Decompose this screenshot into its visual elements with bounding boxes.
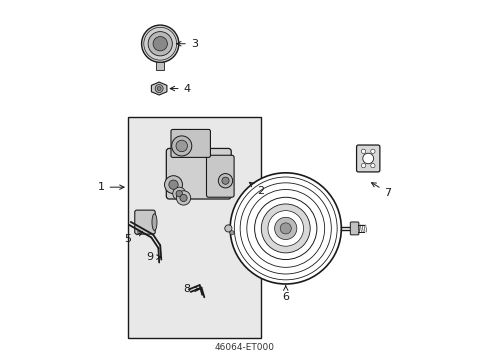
Polygon shape	[151, 82, 166, 95]
Circle shape	[172, 187, 185, 200]
Circle shape	[254, 197, 316, 260]
Circle shape	[153, 37, 167, 51]
Circle shape	[168, 180, 178, 189]
Circle shape	[176, 140, 187, 152]
Text: 6: 6	[282, 286, 288, 302]
Circle shape	[261, 204, 309, 253]
Circle shape	[229, 230, 234, 235]
Circle shape	[274, 217, 296, 239]
Circle shape	[148, 32, 172, 56]
Circle shape	[224, 225, 231, 232]
Text: 8: 8	[183, 284, 199, 294]
Circle shape	[222, 177, 228, 184]
Circle shape	[361, 163, 365, 168]
FancyBboxPatch shape	[171, 130, 210, 157]
FancyBboxPatch shape	[166, 148, 231, 199]
Bar	[156, 62, 164, 70]
Circle shape	[361, 149, 365, 153]
Text: 3: 3	[176, 39, 197, 49]
FancyBboxPatch shape	[349, 222, 358, 235]
Circle shape	[280, 223, 291, 234]
Ellipse shape	[362, 153, 373, 164]
Text: 7: 7	[371, 183, 391, 198]
Circle shape	[176, 191, 190, 205]
Circle shape	[157, 87, 161, 90]
Text: 4: 4	[170, 84, 190, 94]
Circle shape	[218, 174, 232, 188]
Text: 5: 5	[124, 232, 142, 244]
Circle shape	[142, 25, 179, 62]
Circle shape	[370, 149, 374, 153]
Circle shape	[176, 190, 182, 197]
FancyBboxPatch shape	[135, 210, 155, 234]
Circle shape	[155, 85, 163, 93]
Circle shape	[370, 163, 374, 168]
Circle shape	[164, 176, 182, 194]
Circle shape	[171, 136, 191, 156]
FancyBboxPatch shape	[356, 145, 379, 172]
Circle shape	[180, 194, 187, 202]
Circle shape	[267, 211, 303, 246]
Bar	[128, 117, 260, 338]
Text: 2: 2	[249, 182, 264, 196]
Ellipse shape	[152, 214, 157, 230]
FancyBboxPatch shape	[206, 155, 234, 197]
Circle shape	[230, 173, 341, 284]
Text: 1: 1	[98, 182, 124, 192]
Text: 9: 9	[145, 252, 161, 262]
Text: 46064-ET000: 46064-ET000	[214, 343, 274, 352]
